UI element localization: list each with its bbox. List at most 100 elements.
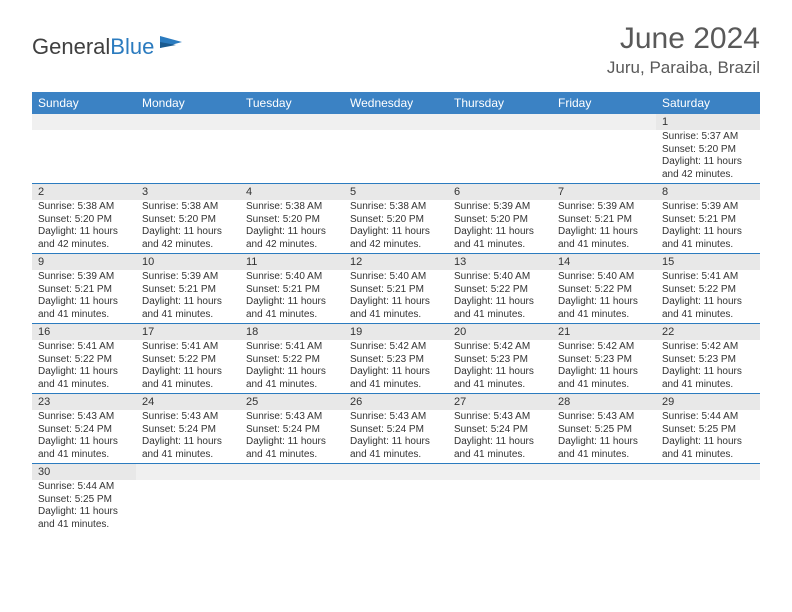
daylight-text: Daylight: 11 hours and 42 minutes. [246, 226, 338, 251]
daylight-text: Daylight: 11 hours and 41 minutes. [662, 226, 754, 251]
logo-word2: Blue [110, 34, 154, 59]
day-number: 30 [32, 464, 136, 480]
sunrise-text: Sunrise: 5:39 AM [38, 271, 130, 284]
day-cell: Sunrise: 5:41 AMSunset: 5:22 PMDaylight:… [136, 340, 240, 393]
daylight-text: Daylight: 11 hours and 41 minutes. [142, 366, 234, 391]
day-cell: Sunrise: 5:39 AMSunset: 5:21 PMDaylight:… [552, 200, 656, 253]
sunrise-text: Sunrise: 5:38 AM [246, 201, 338, 214]
sunrise-text: Sunrise: 5:43 AM [350, 411, 442, 424]
day-cell: Sunrise: 5:44 AMSunset: 5:25 PMDaylight:… [32, 480, 136, 533]
sunrise-text: Sunrise: 5:38 AM [142, 201, 234, 214]
daylight-text: Daylight: 11 hours and 41 minutes. [38, 296, 130, 321]
sunrise-text: Sunrise: 5:43 AM [558, 411, 650, 424]
sunrise-text: Sunrise: 5:43 AM [142, 411, 234, 424]
day-number: 7 [552, 184, 656, 200]
sunset-text: Sunset: 5:20 PM [454, 214, 546, 227]
day-cell: Sunrise: 5:43 AMSunset: 5:24 PMDaylight:… [448, 410, 552, 463]
day-number: 5 [344, 184, 448, 200]
day-number [136, 114, 240, 130]
sunrise-text: Sunrise: 5:42 AM [558, 341, 650, 354]
day-number [656, 464, 760, 480]
sunrise-text: Sunrise: 5:44 AM [38, 481, 130, 494]
daylight-text: Daylight: 11 hours and 42 minutes. [350, 226, 442, 251]
day-cell [240, 130, 344, 183]
day-cell: Sunrise: 5:40 AMSunset: 5:22 PMDaylight:… [448, 270, 552, 323]
sunset-text: Sunset: 5:24 PM [350, 424, 442, 437]
day-number: 9 [32, 254, 136, 270]
day-number: 28 [552, 394, 656, 410]
daylight-text: Daylight: 11 hours and 41 minutes. [454, 296, 546, 321]
sunset-text: Sunset: 5:22 PM [38, 354, 130, 367]
sunset-text: Sunset: 5:21 PM [246, 284, 338, 297]
sunrise-text: Sunrise: 5:41 AM [38, 341, 130, 354]
week-row: 23242526272829Sunrise: 5:43 AMSunset: 5:… [32, 394, 760, 464]
day-cell [240, 480, 344, 533]
sunset-text: Sunset: 5:20 PM [38, 214, 130, 227]
daylight-text: Daylight: 11 hours and 41 minutes. [558, 366, 650, 391]
day-cell: Sunrise: 5:43 AMSunset: 5:24 PMDaylight:… [344, 410, 448, 463]
daylight-text: Daylight: 11 hours and 41 minutes. [558, 226, 650, 251]
daylight-text: Daylight: 11 hours and 41 minutes. [38, 366, 130, 391]
week-row: 16171819202122Sunrise: 5:41 AMSunset: 5:… [32, 324, 760, 394]
sunset-text: Sunset: 5:23 PM [454, 354, 546, 367]
week-row: 30Sunrise: 5:44 AMSunset: 5:25 PMDayligh… [32, 464, 760, 533]
day-number: 25 [240, 394, 344, 410]
daylight-text: Daylight: 11 hours and 41 minutes. [558, 296, 650, 321]
day-number [32, 114, 136, 130]
daylight-text: Daylight: 11 hours and 41 minutes. [350, 436, 442, 461]
daylight-text: Daylight: 11 hours and 41 minutes. [662, 366, 754, 391]
calendar: SundayMondayTuesdayWednesdayThursdayFrid… [32, 92, 760, 533]
day-number [552, 464, 656, 480]
day-cell: Sunrise: 5:41 AMSunset: 5:22 PMDaylight:… [656, 270, 760, 323]
sunset-text: Sunset: 5:21 PM [350, 284, 442, 297]
sunset-text: Sunset: 5:24 PM [246, 424, 338, 437]
day-number: 8 [656, 184, 760, 200]
day-number [552, 114, 656, 130]
day-header: Wednesday [344, 92, 448, 114]
day-header: Friday [552, 92, 656, 114]
daylight-text: Daylight: 11 hours and 41 minutes. [558, 436, 650, 461]
day-number: 2 [32, 184, 136, 200]
day-cell: Sunrise: 5:42 AMSunset: 5:23 PMDaylight:… [656, 340, 760, 393]
day-cell [448, 130, 552, 183]
day-cell [136, 130, 240, 183]
day-number: 12 [344, 254, 448, 270]
daylight-text: Daylight: 11 hours and 41 minutes. [38, 506, 130, 531]
sunset-text: Sunset: 5:24 PM [142, 424, 234, 437]
sunrise-text: Sunrise: 5:43 AM [38, 411, 130, 424]
sunrise-text: Sunrise: 5:39 AM [454, 201, 546, 214]
daylight-text: Daylight: 11 hours and 41 minutes. [38, 436, 130, 461]
sunrise-text: Sunrise: 5:42 AM [662, 341, 754, 354]
day-number: 20 [448, 324, 552, 340]
day-cell: Sunrise: 5:43 AMSunset: 5:24 PMDaylight:… [240, 410, 344, 463]
sunset-text: Sunset: 5:20 PM [662, 144, 754, 157]
sunrise-text: Sunrise: 5:43 AM [246, 411, 338, 424]
day-number [136, 464, 240, 480]
day-cell: Sunrise: 5:43 AMSunset: 5:24 PMDaylight:… [32, 410, 136, 463]
sunset-text: Sunset: 5:21 PM [38, 284, 130, 297]
sunrise-text: Sunrise: 5:39 AM [558, 201, 650, 214]
sunset-text: Sunset: 5:23 PM [350, 354, 442, 367]
week-row: 1Sunrise: 5:37 AMSunset: 5:20 PMDaylight… [32, 114, 760, 184]
day-number: 1 [656, 114, 760, 130]
sunset-text: Sunset: 5:24 PM [454, 424, 546, 437]
daylight-text: Daylight: 11 hours and 41 minutes. [454, 436, 546, 461]
daylight-text: Daylight: 11 hours and 41 minutes. [246, 436, 338, 461]
sunrise-text: Sunrise: 5:42 AM [454, 341, 546, 354]
week-row: 9101112131415Sunrise: 5:39 AMSunset: 5:2… [32, 254, 760, 324]
day-header: Saturday [656, 92, 760, 114]
sunset-text: Sunset: 5:22 PM [662, 284, 754, 297]
sunrise-text: Sunrise: 5:41 AM [246, 341, 338, 354]
daylight-text: Daylight: 11 hours and 41 minutes. [246, 366, 338, 391]
day-cell: Sunrise: 5:42 AMSunset: 5:23 PMDaylight:… [552, 340, 656, 393]
daylight-text: Daylight: 11 hours and 41 minutes. [454, 366, 546, 391]
day-cell: Sunrise: 5:39 AMSunset: 5:21 PMDaylight:… [656, 200, 760, 253]
day-number: 26 [344, 394, 448, 410]
sunset-text: Sunset: 5:23 PM [662, 354, 754, 367]
sunrise-text: Sunrise: 5:44 AM [662, 411, 754, 424]
daylight-text: Daylight: 11 hours and 41 minutes. [662, 296, 754, 321]
sunrise-text: Sunrise: 5:42 AM [350, 341, 442, 354]
day-number [344, 464, 448, 480]
sunrise-text: Sunrise: 5:39 AM [662, 201, 754, 214]
daylight-text: Daylight: 11 hours and 41 minutes. [454, 226, 546, 251]
